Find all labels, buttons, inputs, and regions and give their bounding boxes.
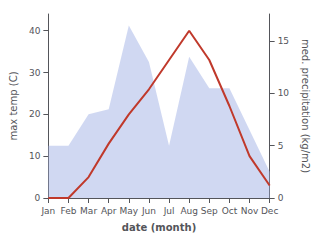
svg-text:date (month): date (month) bbox=[122, 222, 196, 233]
svg-text:Sep: Sep bbox=[201, 206, 218, 216]
svg-text:Dec: Dec bbox=[261, 206, 278, 216]
svg-text:20: 20 bbox=[29, 109, 41, 119]
svg-text:Jul: Jul bbox=[163, 206, 175, 216]
svg-text:Jan: Jan bbox=[40, 206, 55, 216]
svg-text:Oct: Oct bbox=[222, 206, 238, 216]
svg-text:5: 5 bbox=[278, 141, 284, 151]
svg-text:Mar: Mar bbox=[80, 206, 97, 216]
svg-text:30: 30 bbox=[29, 68, 41, 78]
svg-text:0: 0 bbox=[278, 193, 284, 203]
svg-text:Aug: Aug bbox=[180, 206, 198, 216]
svg-text:15: 15 bbox=[278, 36, 289, 46]
svg-text:10: 10 bbox=[29, 151, 41, 161]
svg-text:Jun: Jun bbox=[141, 206, 156, 216]
svg-text:Feb: Feb bbox=[61, 206, 77, 216]
svg-text:Nov: Nov bbox=[241, 206, 259, 216]
svg-text:10: 10 bbox=[278, 88, 290, 98]
svg-text:0: 0 bbox=[35, 193, 41, 203]
svg-text:max temp (C): max temp (C) bbox=[8, 71, 19, 140]
svg-text:May: May bbox=[120, 206, 139, 216]
svg-text:Apr: Apr bbox=[101, 206, 117, 216]
svg-text:40: 40 bbox=[29, 26, 41, 36]
svg-text:med. precipitation (kg/m2): med. precipitation (kg/m2) bbox=[300, 39, 311, 173]
